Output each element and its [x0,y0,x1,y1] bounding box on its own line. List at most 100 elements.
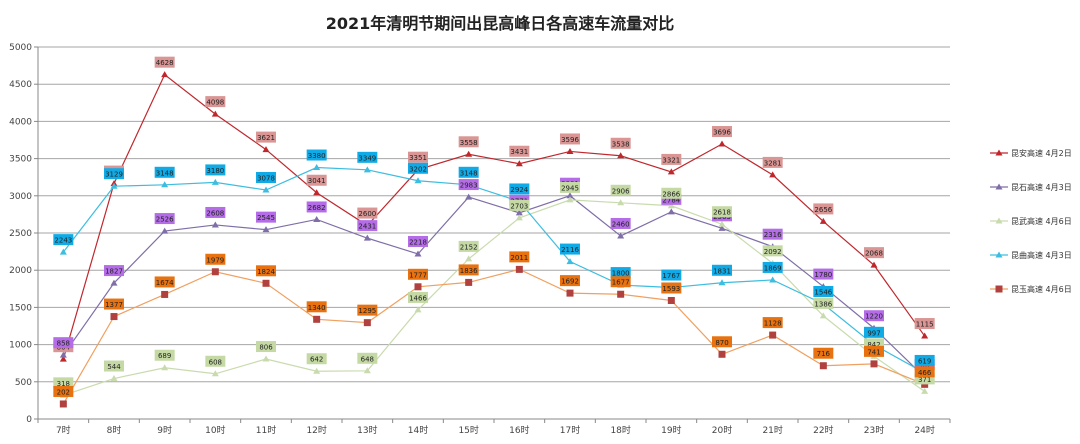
data-label: 2906 [612,187,630,195]
data-point [465,150,473,157]
data-label: 3321 [662,156,680,164]
data-label: 3538 [612,140,630,148]
data-point [211,221,219,228]
data-label: 2784 [662,196,680,204]
data-label: 1593 [662,285,680,293]
data-label-bg [104,298,124,310]
data-point [819,312,827,319]
data-label-bg [306,201,327,213]
data-point [59,355,67,362]
legend-label: 昆武高速 4月6日 [1011,217,1072,226]
data-label-bg [154,166,175,178]
legend-marker-icon [990,251,1008,258]
data-label-bg [458,264,479,276]
data-point [667,168,675,175]
data-point [515,265,523,273]
x-tick-label: 13时 [357,424,377,436]
data-point [617,152,625,159]
data-label-bg [357,220,378,232]
data-label-bg [712,336,732,348]
data-point [414,306,422,313]
data-label: 2545 [257,214,275,222]
data-label-bg [256,265,276,277]
x-tick-label: 7时 [56,424,71,436]
data-label: 2608 [206,209,224,217]
data-label-bg [306,301,327,313]
data-point [465,278,473,286]
series-line-2 [63,199,926,396]
data-label-bg [306,353,327,365]
data-label: 1692 [561,278,579,286]
data-point [718,279,726,286]
y-tick-label: 2000 [9,266,32,276]
data-label: 2924 [510,186,528,194]
data-label: 2682 [308,204,326,212]
data-point [819,217,827,224]
data-label-bg [560,181,580,193]
data-label: 3351 [409,154,427,162]
data-point [617,290,625,298]
data-label: 3596 [561,136,579,144]
data-label-bg [408,151,428,163]
data-label: 2618 [713,209,731,217]
data-point [515,209,523,216]
data-label: 2431 [358,223,376,231]
x-tick-label: 22时 [813,424,833,436]
data-label-bg [509,251,530,263]
data-point [110,375,118,382]
data-label: 1115 [916,321,934,329]
x-tick-label: 24时 [914,424,934,436]
data-label: 3202 [409,165,427,173]
data-label: 3129 [105,171,123,179]
data-label: 318 [57,380,70,388]
x-tick-label: 23时 [864,424,884,436]
data-label-bg [610,267,631,279]
data-label: 2526 [156,216,174,224]
data-label-bg [53,385,74,397]
data-point [363,367,371,374]
data-label-bg [357,304,378,316]
data-label-bg [408,235,428,247]
data-label: 3148 [156,169,174,177]
data-label-bg [53,234,74,246]
data-point [617,199,625,206]
data-label-bg [864,326,884,338]
data-label: 2600 [358,210,376,218]
legend-label: 昆石高速 4月3日 [1011,183,1072,192]
data-label-bg [306,149,327,161]
data-label: 2703 [510,202,528,210]
data-label: 1767 [662,272,680,280]
data-label-bg [458,166,479,178]
data-label: 3380 [308,152,326,160]
data-label-bg [914,318,935,330]
data-label-bg [408,162,428,174]
data-label-bg [458,240,479,252]
data-label-bg [813,203,834,215]
data-point [161,71,169,78]
data-point [262,355,270,362]
data-label: 1295 [358,307,376,315]
data-point [211,110,219,117]
data-point [110,279,118,286]
data-label-bg [712,126,732,138]
data-label: 466 [918,369,932,377]
data-label: 2068 [865,250,883,258]
data-label-bg [762,317,783,329]
data-point [718,224,726,231]
data-label: 689 [158,352,171,360]
data-label-bg [256,211,276,223]
data-label-bg [104,265,124,277]
data-label-bg [256,131,276,143]
data-label-bg [509,145,530,157]
data-label-bg [610,184,631,196]
data-point [59,248,67,255]
data-label-bg [509,183,530,195]
data-point [313,367,321,374]
y-tick-label: 1000 [9,341,32,351]
data-label: 619 [918,357,931,365]
data-label-bg [357,352,378,364]
x-tick-label: 14时 [408,424,428,436]
data-label-bg [914,354,935,366]
data-label-bg [205,164,226,176]
